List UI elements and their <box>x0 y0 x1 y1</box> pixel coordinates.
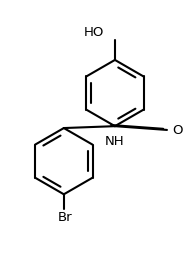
Text: HO: HO <box>84 26 104 39</box>
Text: O: O <box>173 124 183 138</box>
Text: Br: Br <box>57 211 72 224</box>
Text: NH: NH <box>105 135 125 148</box>
